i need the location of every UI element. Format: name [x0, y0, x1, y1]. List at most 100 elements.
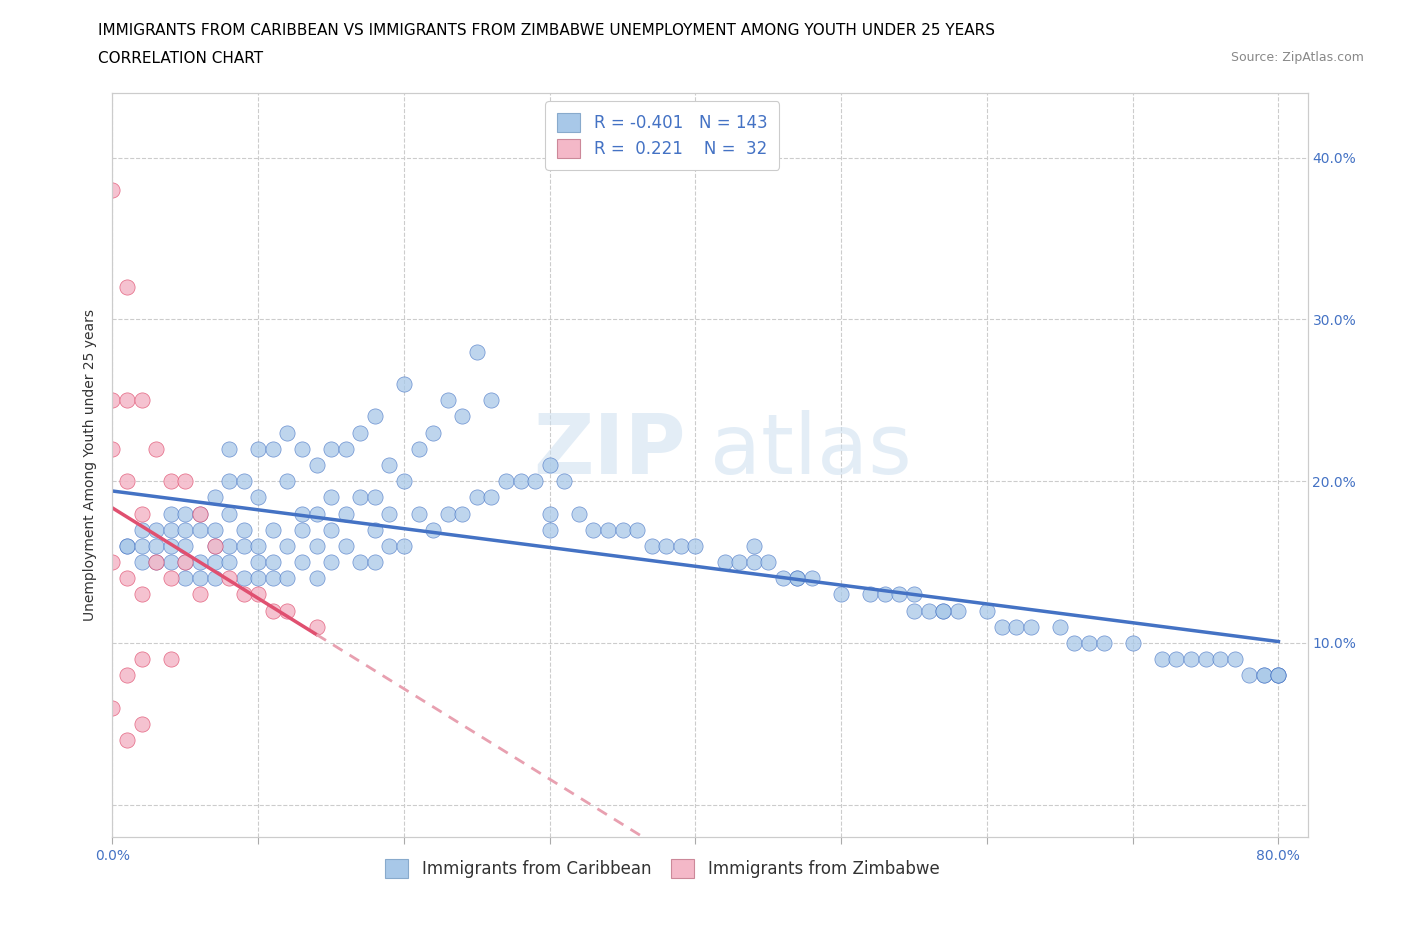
- Point: [1166, 652, 1188, 667]
- Point: [364, 554, 387, 569]
- Point: [538, 506, 561, 521]
- Point: [903, 587, 925, 602]
- Point: [364, 490, 387, 505]
- Y-axis label: Unemployment Among Youth under 25 years: Unemployment Among Youth under 25 years: [83, 309, 97, 621]
- Point: [378, 458, 401, 472]
- Point: [174, 538, 197, 553]
- Point: [1239, 668, 1261, 683]
- Point: [1019, 619, 1042, 634]
- Point: [538, 523, 561, 538]
- Point: [204, 490, 226, 505]
- Point: [626, 523, 648, 538]
- Point: [349, 554, 371, 569]
- Point: [145, 523, 167, 538]
- Point: [364, 523, 387, 538]
- Point: [742, 538, 765, 553]
- Point: [218, 473, 240, 488]
- Point: [335, 442, 357, 457]
- Point: [319, 523, 342, 538]
- Text: CORRELATION CHART: CORRELATION CHART: [98, 51, 263, 66]
- Point: [115, 538, 138, 553]
- Point: [772, 571, 794, 586]
- Point: [115, 473, 138, 488]
- Point: [188, 554, 211, 569]
- Point: [131, 506, 153, 521]
- Point: [145, 554, 167, 569]
- Point: [218, 554, 240, 569]
- Point: [247, 538, 270, 553]
- Point: [145, 554, 167, 569]
- Point: [1092, 635, 1115, 650]
- Point: [378, 506, 401, 521]
- Point: [1253, 668, 1275, 683]
- Point: [408, 506, 430, 521]
- Point: [159, 523, 181, 538]
- Point: [349, 490, 371, 505]
- Point: [1049, 619, 1071, 634]
- Point: [685, 538, 707, 553]
- Point: [451, 506, 474, 521]
- Point: [232, 473, 254, 488]
- Point: [232, 523, 254, 538]
- Point: [218, 571, 240, 586]
- Point: [232, 538, 254, 553]
- Point: [655, 538, 678, 553]
- Point: [1180, 652, 1202, 667]
- Point: [204, 538, 226, 553]
- Point: [247, 490, 270, 505]
- Point: [101, 392, 124, 407]
- Point: [335, 538, 357, 553]
- Point: [145, 442, 167, 457]
- Point: [335, 506, 357, 521]
- Point: [131, 392, 153, 407]
- Point: [115, 392, 138, 407]
- Point: [291, 523, 314, 538]
- Point: [495, 473, 517, 488]
- Point: [204, 554, 226, 569]
- Point: [159, 538, 181, 553]
- Point: [247, 571, 270, 586]
- Point: [131, 554, 153, 569]
- Point: [101, 442, 124, 457]
- Point: [392, 473, 415, 488]
- Point: [524, 473, 547, 488]
- Point: [349, 425, 371, 440]
- Point: [946, 604, 969, 618]
- Point: [1150, 652, 1173, 667]
- Point: [262, 571, 284, 586]
- Point: [364, 409, 387, 424]
- Point: [101, 182, 124, 197]
- Point: [889, 587, 911, 602]
- Point: [932, 604, 955, 618]
- Point: [465, 344, 488, 359]
- Point: [232, 587, 254, 602]
- Point: [1194, 652, 1216, 667]
- Point: [276, 571, 298, 586]
- Point: [830, 587, 852, 602]
- Point: [1122, 635, 1144, 650]
- Point: [218, 506, 240, 521]
- Point: [115, 733, 138, 748]
- Point: [291, 506, 314, 521]
- Point: [976, 604, 998, 618]
- Point: [276, 473, 298, 488]
- Point: [188, 506, 211, 521]
- Point: [188, 523, 211, 538]
- Point: [232, 571, 254, 586]
- Point: [1223, 652, 1246, 667]
- Point: [422, 523, 444, 538]
- Point: [582, 523, 605, 538]
- Text: ZIP: ZIP: [534, 409, 686, 491]
- Point: [115, 668, 138, 683]
- Point: [568, 506, 591, 521]
- Point: [392, 377, 415, 392]
- Point: [291, 554, 314, 569]
- Point: [262, 442, 284, 457]
- Point: [1209, 652, 1232, 667]
- Point: [742, 554, 765, 569]
- Point: [1267, 668, 1289, 683]
- Point: [247, 587, 270, 602]
- Point: [115, 280, 138, 295]
- Point: [1078, 635, 1101, 650]
- Text: atlas: atlas: [710, 409, 911, 491]
